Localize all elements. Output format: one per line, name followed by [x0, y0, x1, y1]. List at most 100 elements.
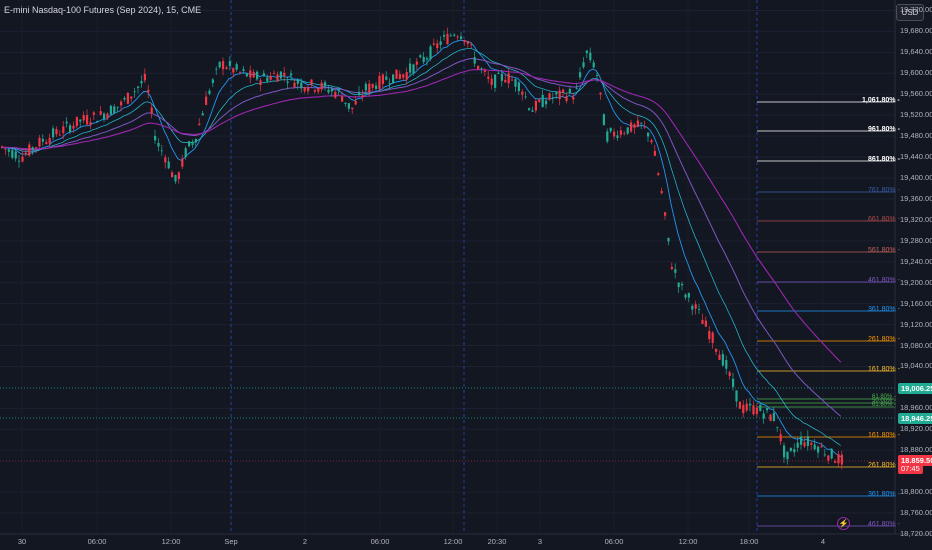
- candle: [711, 331, 714, 349]
- candle: [286, 76, 289, 90]
- candle: [409, 58, 412, 77]
- symbol-title[interactable]: E-mini Nasdaq-100 Futures (Sep 2024), 15…: [4, 5, 202, 15]
- candle: [116, 106, 119, 113]
- candle: [82, 111, 85, 124]
- candle: [647, 132, 650, 142]
- candle: [432, 38, 435, 46]
- candle: [776, 426, 779, 432]
- candle: [385, 71, 388, 81]
- candle: [541, 89, 544, 108]
- candle: [364, 81, 367, 96]
- candle: [208, 88, 211, 96]
- candle: [222, 57, 225, 76]
- candle: [21, 150, 24, 163]
- candle: [606, 128, 609, 144]
- candle: [177, 170, 180, 184]
- candle: [235, 62, 238, 72]
- candle: [4, 148, 7, 156]
- price-tick-label: 19,480.00: [900, 131, 932, 141]
- candle: [103, 111, 106, 123]
- candle: [215, 66, 218, 75]
- candle: [167, 157, 170, 170]
- bar-countdown: 07:45: [898, 463, 923, 474]
- candle: [558, 86, 561, 106]
- candle: [507, 68, 510, 89]
- candle: [803, 437, 806, 448]
- candle: [766, 407, 769, 414]
- time-tick-label: 20:30: [487, 537, 507, 546]
- candle: [293, 78, 296, 88]
- candle: [89, 117, 92, 130]
- candle: [99, 105, 102, 116]
- candle: [262, 69, 265, 77]
- candle: [181, 154, 184, 170]
- candle: [456, 34, 459, 41]
- fib-level-label: 61.80% -: [872, 394, 897, 400]
- candle: [694, 300, 697, 315]
- candle: [48, 133, 51, 148]
- candle: [837, 450, 840, 467]
- price-tick-label: 19,640.00: [900, 47, 932, 57]
- candle: [276, 71, 279, 82]
- candle: [439, 36, 442, 50]
- fib-level-label: 861.80% -: [868, 156, 900, 163]
- price-tick-label: 19,360.00: [900, 193, 932, 203]
- candle: [266, 74, 269, 84]
- candle: [147, 84, 150, 99]
- fib-level-label: 361.80% -: [868, 306, 900, 313]
- session-separators: [230, 0, 758, 534]
- candle: [677, 282, 680, 293]
- candle: [28, 141, 31, 157]
- candle: [45, 139, 48, 145]
- fib-level-label: 961.80% -: [868, 126, 900, 133]
- candle: [579, 67, 582, 81]
- candle: [137, 85, 140, 94]
- candle: [830, 448, 833, 460]
- candle: [228, 56, 231, 71]
- level-tag-lower[interactable]: 18,946.25: [898, 413, 932, 424]
- fib-level-label: 361.80% -: [868, 491, 900, 498]
- lightning-icon[interactable]: ⚡: [837, 517, 850, 530]
- last-price-tag: 18,859.50: [898, 455, 932, 466]
- price-tick-label: 18,800.00: [900, 487, 932, 497]
- candle: [35, 146, 38, 154]
- candle: [596, 72, 599, 82]
- candle: [521, 88, 524, 101]
- level-tag-upper[interactable]: 19,006.25: [898, 383, 932, 394]
- candle: [633, 122, 636, 134]
- candle: [653, 144, 656, 156]
- price-tick-label: 19,120.00: [900, 319, 932, 329]
- candle: [347, 103, 350, 112]
- price-tick-label: 19,720.00: [900, 5, 932, 15]
- price-tick-label: 19,520.00: [900, 110, 932, 120]
- candle: [123, 96, 126, 102]
- candle: [154, 129, 157, 144]
- candle: [494, 74, 497, 92]
- candle: [72, 121, 75, 134]
- candle: [800, 431, 803, 450]
- candle: [388, 78, 391, 90]
- candle: [126, 92, 129, 105]
- candle: [351, 107, 354, 115]
- candle: [62, 120, 65, 140]
- candle: [759, 402, 762, 412]
- time-tick-label: Sep: [224, 537, 238, 546]
- candle: [334, 89, 337, 100]
- candle: [511, 75, 514, 82]
- fib-level-label: 261.80% -: [868, 336, 900, 343]
- candle: [786, 451, 789, 465]
- candle: [572, 92, 575, 104]
- candle: [415, 57, 418, 70]
- candle: [796, 437, 799, 452]
- candle: [827, 454, 830, 464]
- candle: [140, 75, 143, 88]
- candle: [368, 80, 371, 96]
- candle: [239, 71, 242, 75]
- chart-grid: [0, 9, 895, 535]
- currency-button[interactable]: USD: [896, 4, 924, 21]
- price-tick-label: 18,880.00: [900, 445, 932, 455]
- fib-level-label: 61.80% -: [872, 402, 897, 408]
- price-tick-label: 19,440.00: [900, 152, 932, 162]
- candle: [602, 113, 605, 126]
